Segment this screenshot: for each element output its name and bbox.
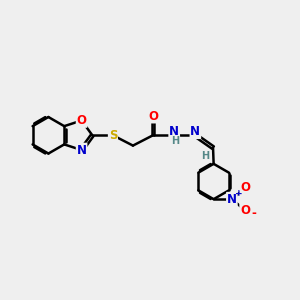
Text: H: H (172, 136, 180, 146)
Text: N: N (190, 125, 200, 138)
Text: S: S (109, 129, 117, 142)
Text: O: O (240, 182, 250, 194)
Text: +: + (235, 189, 242, 198)
Text: O: O (148, 110, 158, 123)
Text: N: N (169, 125, 179, 138)
Text: N: N (227, 193, 237, 206)
Text: O: O (240, 204, 250, 217)
Text: H: H (202, 151, 210, 161)
Text: O: O (76, 114, 87, 127)
Text: -: - (251, 207, 256, 220)
Text: N: N (76, 143, 87, 157)
